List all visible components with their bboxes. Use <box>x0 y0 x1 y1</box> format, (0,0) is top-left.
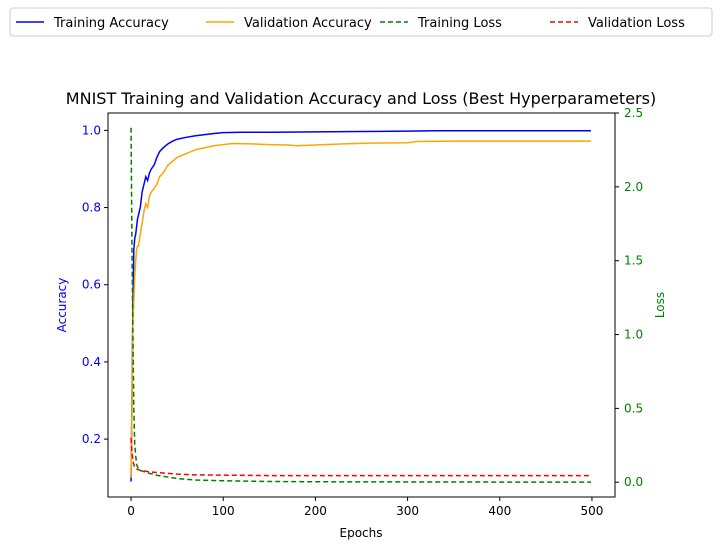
series-line-training-accuracy <box>131 131 591 482</box>
y2-axis-ticks: 0.0 0.5 1.0 1.5 2.0 2.5 <box>615 106 643 489</box>
x-tick-label: 200 <box>304 504 327 518</box>
plot-frame <box>108 113 615 497</box>
legend-label-validation-loss: Validation Loss <box>588 16 685 31</box>
y2-tick-label: 0.0 <box>624 475 643 489</box>
series-line-validation-accuracy <box>131 141 591 478</box>
series-line-training-loss <box>131 128 591 482</box>
y2-tick-label: 1.5 <box>624 254 643 268</box>
series-line-validation-loss <box>131 438 591 476</box>
y-tick-label: 0.8 <box>82 201 101 215</box>
y-axis-label: Accuracy <box>55 278 69 333</box>
y-tick-label: 1.0 <box>82 123 101 137</box>
legend-label-training-accuracy: Training Accuracy <box>53 16 169 31</box>
y2-tick-label: 2.5 <box>624 106 643 120</box>
x-axis-label: Epochs <box>340 526 383 540</box>
x-tick-label: 300 <box>396 504 419 518</box>
chart-title: MNIST Training and Validation Accuracy a… <box>66 89 656 108</box>
legend-label-training-loss: Training Loss <box>417 16 502 31</box>
y2-tick-label: 0.5 <box>624 401 643 415</box>
y2-tick-label: 2.0 <box>624 180 643 194</box>
legend-label-validation-accuracy: Validation Accuracy <box>244 16 372 31</box>
y-tick-label: 0.2 <box>82 432 101 446</box>
x-tick-label: 500 <box>581 504 604 518</box>
y2-tick-label: 1.0 <box>624 328 643 342</box>
y-tick-label: 0.4 <box>82 355 101 369</box>
y2-axis-label: Loss <box>653 292 667 318</box>
x-tick-label: 100 <box>212 504 235 518</box>
x-axis-ticks: 0 100 200 300 400 500 <box>127 497 603 518</box>
x-tick-label: 400 <box>488 504 511 518</box>
series-layer <box>131 128 591 482</box>
y-tick-label: 0.6 <box>82 278 101 292</box>
y-axis-ticks: 0.2 0.4 0.6 0.8 1.0 <box>82 123 108 446</box>
x-tick-label: 0 <box>127 504 135 518</box>
